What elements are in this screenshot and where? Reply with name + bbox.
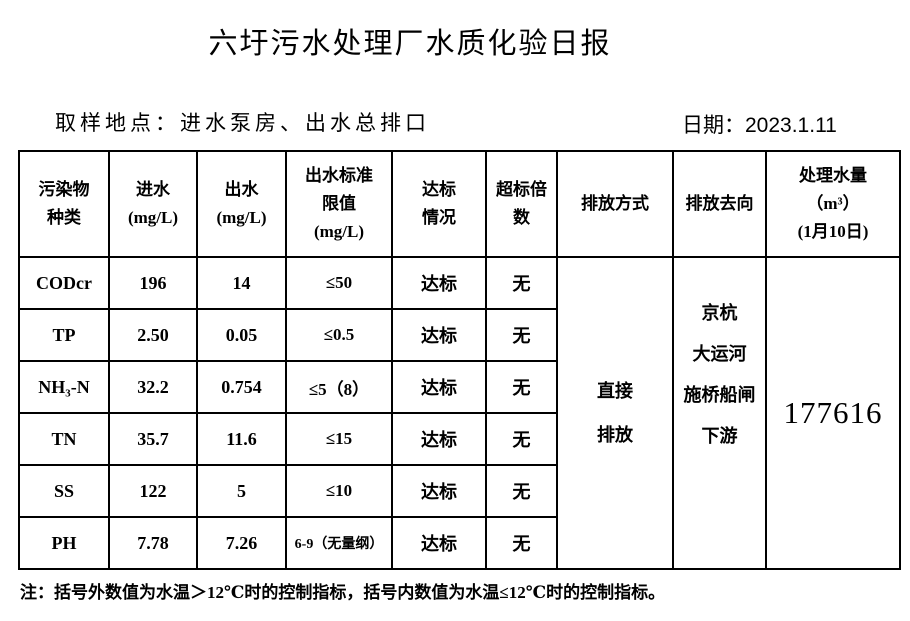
inflow-value-cell: 7.78 bbox=[108, 516, 198, 570]
outflow-value-cell: 5 bbox=[196, 464, 287, 518]
status-cell: 达标 bbox=[391, 256, 487, 310]
limit-value-cell: ≤5（8） bbox=[285, 360, 393, 414]
exceed-cell: 无 bbox=[485, 360, 558, 414]
pollutant-name-cell: CODcr bbox=[18, 256, 110, 310]
table-row: SS 122 5 ≤10 达标 无 bbox=[18, 464, 900, 518]
inflow-value-cell: 122 bbox=[108, 464, 198, 518]
pollutant-name-cell: SS bbox=[18, 464, 110, 518]
footer-note: 注：括号外数值为水温＞12℃时的控制指标，括号内数值为水温≤12℃时的控制指标。 bbox=[20, 583, 666, 602]
inflow-value-cell: 2.50 bbox=[108, 308, 198, 362]
status-cell: 达标 bbox=[391, 360, 487, 414]
table-row: TN 35.7 11.6 ≤15 达标 无 bbox=[18, 412, 900, 466]
limit-value-cell: ≤0.5 bbox=[285, 308, 393, 362]
status-cell: 达标 bbox=[391, 516, 487, 570]
limit-value-cell: 6-9（无量纲） bbox=[285, 516, 393, 570]
header-outflow-limit: 出水标准 限值 (mg/L) bbox=[285, 150, 393, 258]
status-cell: 达标 bbox=[391, 412, 487, 466]
header-outflow: 出水 (mg/L) bbox=[196, 150, 287, 258]
table-row: PH 7.78 7.26 6-9（无量纲） 达标 无 bbox=[18, 516, 900, 570]
exceed-cell: 无 bbox=[485, 412, 558, 466]
pollutant-name-cell: NH₃-N bbox=[18, 360, 110, 414]
discharge-destination-text: 京杭 大运河 施桥船闸 下游 bbox=[683, 303, 756, 446]
inflow-value-cell: 32.2 bbox=[108, 360, 198, 414]
discharge-method-cell: 直接 排放 bbox=[556, 256, 674, 570]
exceed-cell: 无 bbox=[485, 308, 558, 362]
water-volume-cell: 177616 bbox=[765, 256, 901, 570]
limit-value-cell: ≤15 bbox=[285, 412, 393, 466]
outflow-value-cell: 0.754 bbox=[196, 360, 287, 414]
outflow-value-cell: 14 bbox=[196, 256, 287, 310]
limit-value-cell: ≤50 bbox=[285, 256, 393, 310]
header-compliance-status: 达标 情况 bbox=[391, 150, 487, 258]
header-pollutant-type: 污染物 种类 bbox=[18, 150, 110, 258]
outflow-value-cell: 11.6 bbox=[196, 412, 287, 466]
limit-value-cell: ≤10 bbox=[285, 464, 393, 518]
header-treated-water-volume: 处理水量 （m³） (1月10日) bbox=[765, 150, 901, 258]
discharge-destination-cell: 京杭 大运河 施桥船闸 下游 bbox=[672, 256, 767, 570]
outflow-value-cell: 0.05 bbox=[196, 308, 287, 362]
status-cell: 达标 bbox=[391, 308, 487, 362]
header-discharge-destination: 排放去向 bbox=[672, 150, 767, 258]
outflow-value-cell: 7.26 bbox=[196, 516, 287, 570]
page-title: 六圩污水处理厂水质化验日报 bbox=[208, 28, 612, 60]
table-row: CODcr 196 14 ≤50 达标 无 直接 排放 京杭 大运河 施桥船闸 … bbox=[18, 256, 901, 570]
pollutant-name-cell: TN bbox=[18, 412, 110, 466]
header-discharge-method: 排放方式 bbox=[556, 150, 674, 258]
header-exceed-multiple: 超标倍 数 bbox=[485, 150, 558, 258]
exceed-cell: 无 bbox=[485, 516, 558, 570]
water-quality-table: 污染物 种类 进水 (mg/L) 出水 (mg/L) 出水标准 限值 (mg/L… bbox=[18, 150, 901, 570]
table-row: NH₃-N 32.2 0.754 ≤5（8） 达标 无 bbox=[18, 360, 900, 414]
header-row: 污染物 种类 进水 (mg/L) 出水 (mg/L) 出水标准 限值 (mg/L… bbox=[18, 150, 901, 258]
inflow-value-cell: 35.7 bbox=[108, 412, 198, 466]
header-inflow: 进水 (mg/L) bbox=[108, 150, 198, 258]
inflow-value-cell: 196 bbox=[108, 256, 198, 310]
pollutant-name-cell: PH bbox=[18, 516, 110, 570]
report-date: 日期：2023.1.11 bbox=[682, 114, 837, 137]
table-row: TP 2.50 0.05 ≤0.5 达标 无 bbox=[18, 308, 900, 362]
status-cell: 达标 bbox=[391, 464, 487, 518]
pollutant-name-cell: TP bbox=[18, 308, 110, 362]
exceed-cell: 无 bbox=[485, 464, 558, 518]
exceed-cell: 无 bbox=[485, 256, 558, 310]
sampling-location: 取样地点：进水泵房、出水总排口 bbox=[55, 111, 430, 135]
